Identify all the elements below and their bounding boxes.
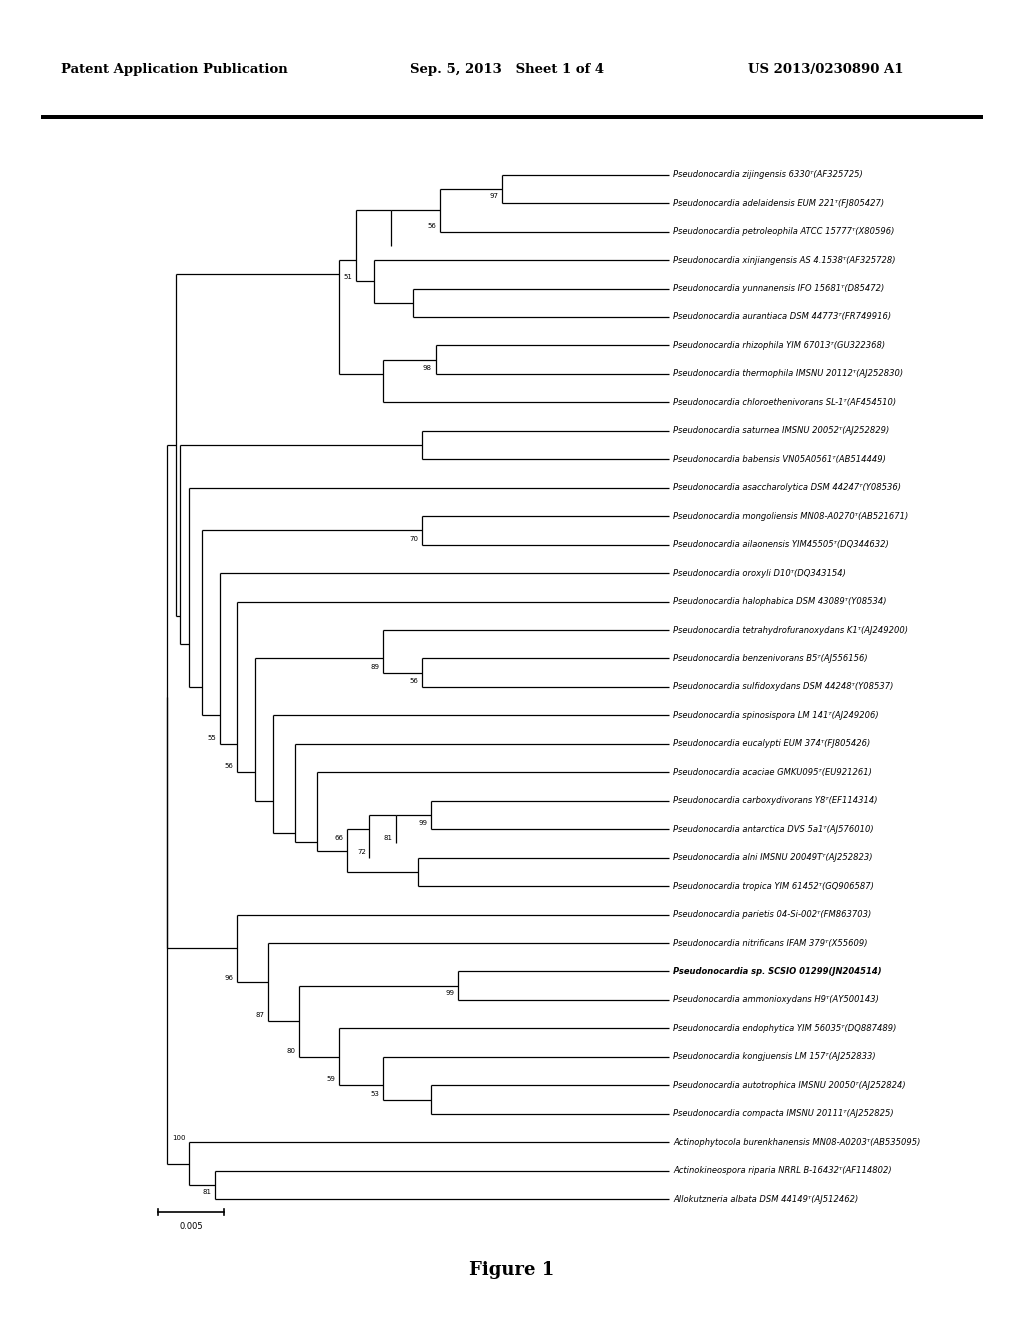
- Text: Sep. 5, 2013   Sheet 1 of 4: Sep. 5, 2013 Sheet 1 of 4: [410, 63, 604, 75]
- Text: 70: 70: [410, 536, 419, 541]
- Text: 89: 89: [370, 664, 379, 669]
- Text: Pseudonocardia eucalypti EUM 374ᵀ(FJ805426): Pseudonocardia eucalypti EUM 374ᵀ(FJ8054…: [674, 739, 870, 748]
- Text: Pseudonocardia parietis 04-Si-002ᵀ(FM863703): Pseudonocardia parietis 04-Si-002ᵀ(FM863…: [674, 909, 871, 919]
- Text: Pseudonocardia oroxyli D10ᵀ(DQ343154): Pseudonocardia oroxyli D10ᵀ(DQ343154): [674, 569, 846, 578]
- Text: Patent Application Publication: Patent Application Publication: [61, 63, 288, 75]
- Text: Pseudonocardia benzenivorans B5ᵀ(AJ556156): Pseudonocardia benzenivorans B5ᵀ(AJ55615…: [674, 653, 868, 663]
- Text: Pseudonocardia alni IMSNU 20049Tᵀ(AJ252823): Pseudonocardia alni IMSNU 20049Tᵀ(AJ2528…: [674, 853, 872, 862]
- Text: US 2013/0230890 A1: US 2013/0230890 A1: [748, 63, 903, 75]
- Text: Pseudonocardia mongoliensis MN08-A0270ᵀ(AB521671): Pseudonocardia mongoliensis MN08-A0270ᵀ(…: [674, 512, 908, 520]
- Text: 56: 56: [427, 223, 436, 228]
- Text: Pseudonocardia nitrificans IFAM 379ᵀ(X55609): Pseudonocardia nitrificans IFAM 379ᵀ(X55…: [674, 939, 867, 948]
- Text: Pseudonocardia endophytica YIM 56035ᵀ(DQ887489): Pseudonocardia endophytica YIM 56035ᵀ(DQ…: [674, 1024, 897, 1032]
- Text: Pseudonocardia autotrophica IMSNU 20050ᵀ(AJ252824): Pseudonocardia autotrophica IMSNU 20050ᵀ…: [674, 1081, 906, 1090]
- Text: 53: 53: [371, 1090, 379, 1097]
- Text: Pseudonocardia zijingensis 6330ᵀ(AF325725): Pseudonocardia zijingensis 6330ᵀ(AF32572…: [674, 170, 863, 180]
- Text: 59: 59: [327, 1077, 335, 1082]
- Text: Pseudonocardia sp. SCSIO 01299(JN204514): Pseudonocardia sp. SCSIO 01299(JN204514): [674, 968, 882, 975]
- Text: Allokutzneria albata DSM 44149ᵀ(AJ512462): Allokutzneria albata DSM 44149ᵀ(AJ512462…: [674, 1195, 858, 1204]
- Text: 96: 96: [225, 974, 233, 981]
- Text: Pseudonocardia asaccharolytica DSM 44247ᵀ(Y08536): Pseudonocardia asaccharolytica DSM 44247…: [674, 483, 901, 492]
- Text: 0.005: 0.005: [179, 1222, 203, 1232]
- Text: Pseudonocardia halophabica DSM 43089ᵀ(Y08534): Pseudonocardia halophabica DSM 43089ᵀ(Y0…: [674, 597, 887, 606]
- Text: Pseudonocardia saturnea IMSNU 20052ᵀ(AJ252829): Pseudonocardia saturnea IMSNU 20052ᵀ(AJ2…: [674, 426, 890, 436]
- Text: 56: 56: [225, 763, 233, 770]
- Text: Pseudonocardia aurantiaca DSM 44773ᵀ(FR749916): Pseudonocardia aurantiaca DSM 44773ᵀ(FR7…: [674, 313, 892, 322]
- Text: Pseudonocardia rhizophila YIM 67013ᵀ(GU322368): Pseudonocardia rhizophila YIM 67013ᵀ(GU3…: [674, 341, 886, 350]
- Text: 99: 99: [419, 820, 428, 826]
- Text: Pseudonocardia chloroethenivorans SL-1ᵀ(AF454510): Pseudonocardia chloroethenivorans SL-1ᵀ(…: [674, 397, 896, 407]
- Text: 97: 97: [489, 193, 498, 199]
- Text: Actinophytocola burenkhanensis MN08-A0203ᵀ(AB535095): Actinophytocola burenkhanensis MN08-A020…: [674, 1138, 921, 1147]
- Text: 81: 81: [203, 1189, 212, 1195]
- Text: Pseudonocardia adelaidensis EUM 221ᵀ(FJ805427): Pseudonocardia adelaidensis EUM 221ᵀ(FJ8…: [674, 198, 885, 207]
- Text: Pseudonocardia sulfidoxydans DSM 44248ᵀ(Y08537): Pseudonocardia sulfidoxydans DSM 44248ᵀ(…: [674, 682, 894, 692]
- Text: 72: 72: [357, 849, 366, 855]
- Text: Pseudonocardia petroleophila ATCC 15777ᵀ(X80596): Pseudonocardia petroleophila ATCC 15777ᵀ…: [674, 227, 895, 236]
- Text: 81: 81: [383, 834, 392, 841]
- Text: 87: 87: [256, 1012, 264, 1019]
- Text: Pseudonocardia ammonioxydans H9ᵀ(AY500143): Pseudonocardia ammonioxydans H9ᵀ(AY50014…: [674, 995, 880, 1005]
- Text: Pseudonocardia acaciae GMKU095ᵀ(EU921261): Pseudonocardia acaciae GMKU095ᵀ(EU921261…: [674, 768, 872, 776]
- Text: Pseudonocardia thermophila IMSNU 20112ᵀ(AJ252830): Pseudonocardia thermophila IMSNU 20112ᵀ(…: [674, 370, 903, 379]
- Text: Figure 1: Figure 1: [469, 1261, 555, 1279]
- Text: Pseudonocardia tropica YIM 61452ᵀ(GQ906587): Pseudonocardia tropica YIM 61452ᵀ(GQ9065…: [674, 882, 874, 891]
- Text: Pseudonocardia compacta IMSNU 20111ᵀ(AJ252825): Pseudonocardia compacta IMSNU 20111ᵀ(AJ2…: [674, 1109, 894, 1118]
- Text: Pseudonocardia xinjiangensis AS 4.1538ᵀ(AF325728): Pseudonocardia xinjiangensis AS 4.1538ᵀ(…: [674, 256, 896, 264]
- Text: Pseudonocardia antarctica DVS 5a1ᵀ(AJ576010): Pseudonocardia antarctica DVS 5a1ᵀ(AJ576…: [674, 825, 873, 834]
- Text: Pseudonocardia spinosispora LM 141ᵀ(AJ249206): Pseudonocardia spinosispora LM 141ᵀ(AJ24…: [674, 711, 879, 719]
- Text: 51: 51: [344, 275, 352, 280]
- Text: Pseudonocardia babensis VN05A0561ᵀ(AB514449): Pseudonocardia babensis VN05A0561ᵀ(AB514…: [674, 455, 886, 463]
- Text: Pseudonocardia tetrahydrofuranoxydans K1ᵀ(AJ249200): Pseudonocardia tetrahydrofuranoxydans K1…: [674, 626, 908, 635]
- Text: Pseudonocardia carboxydivorans Y8ᵀ(EF114314): Pseudonocardia carboxydivorans Y8ᵀ(EF114…: [674, 796, 878, 805]
- Text: Pseudonocardia yunnanensis IFO 15681ᵀ(D85472): Pseudonocardia yunnanensis IFO 15681ᵀ(D8…: [674, 284, 885, 293]
- Text: Pseudonocardia ailaonensis YIM45505ᵀ(DQ344632): Pseudonocardia ailaonensis YIM45505ᵀ(DQ3…: [674, 540, 889, 549]
- Text: 80: 80: [287, 1048, 296, 1053]
- Text: Actinokineospora riparia NRRL B-16432ᵀ(AF114802): Actinokineospora riparia NRRL B-16432ᵀ(A…: [674, 1166, 892, 1175]
- Text: Pseudonocardia kongjuensis LM 157ᵀ(AJ252833): Pseudonocardia kongjuensis LM 157ᵀ(AJ252…: [674, 1052, 876, 1061]
- Text: 66: 66: [335, 834, 344, 841]
- Text: 55: 55: [208, 735, 216, 741]
- Text: 98: 98: [423, 366, 432, 371]
- Text: 56: 56: [410, 678, 419, 684]
- Text: 99: 99: [445, 990, 454, 995]
- Text: 100: 100: [172, 1135, 185, 1140]
